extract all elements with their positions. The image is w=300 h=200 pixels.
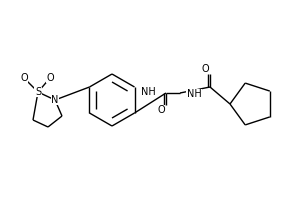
Text: N: N [51,95,59,105]
Text: NH: NH [187,89,201,99]
Text: O: O [20,73,28,83]
Text: O: O [201,64,209,74]
Text: NH: NH [141,87,155,97]
Text: S: S [35,87,41,97]
Text: O: O [46,73,54,83]
Text: O: O [157,105,165,115]
